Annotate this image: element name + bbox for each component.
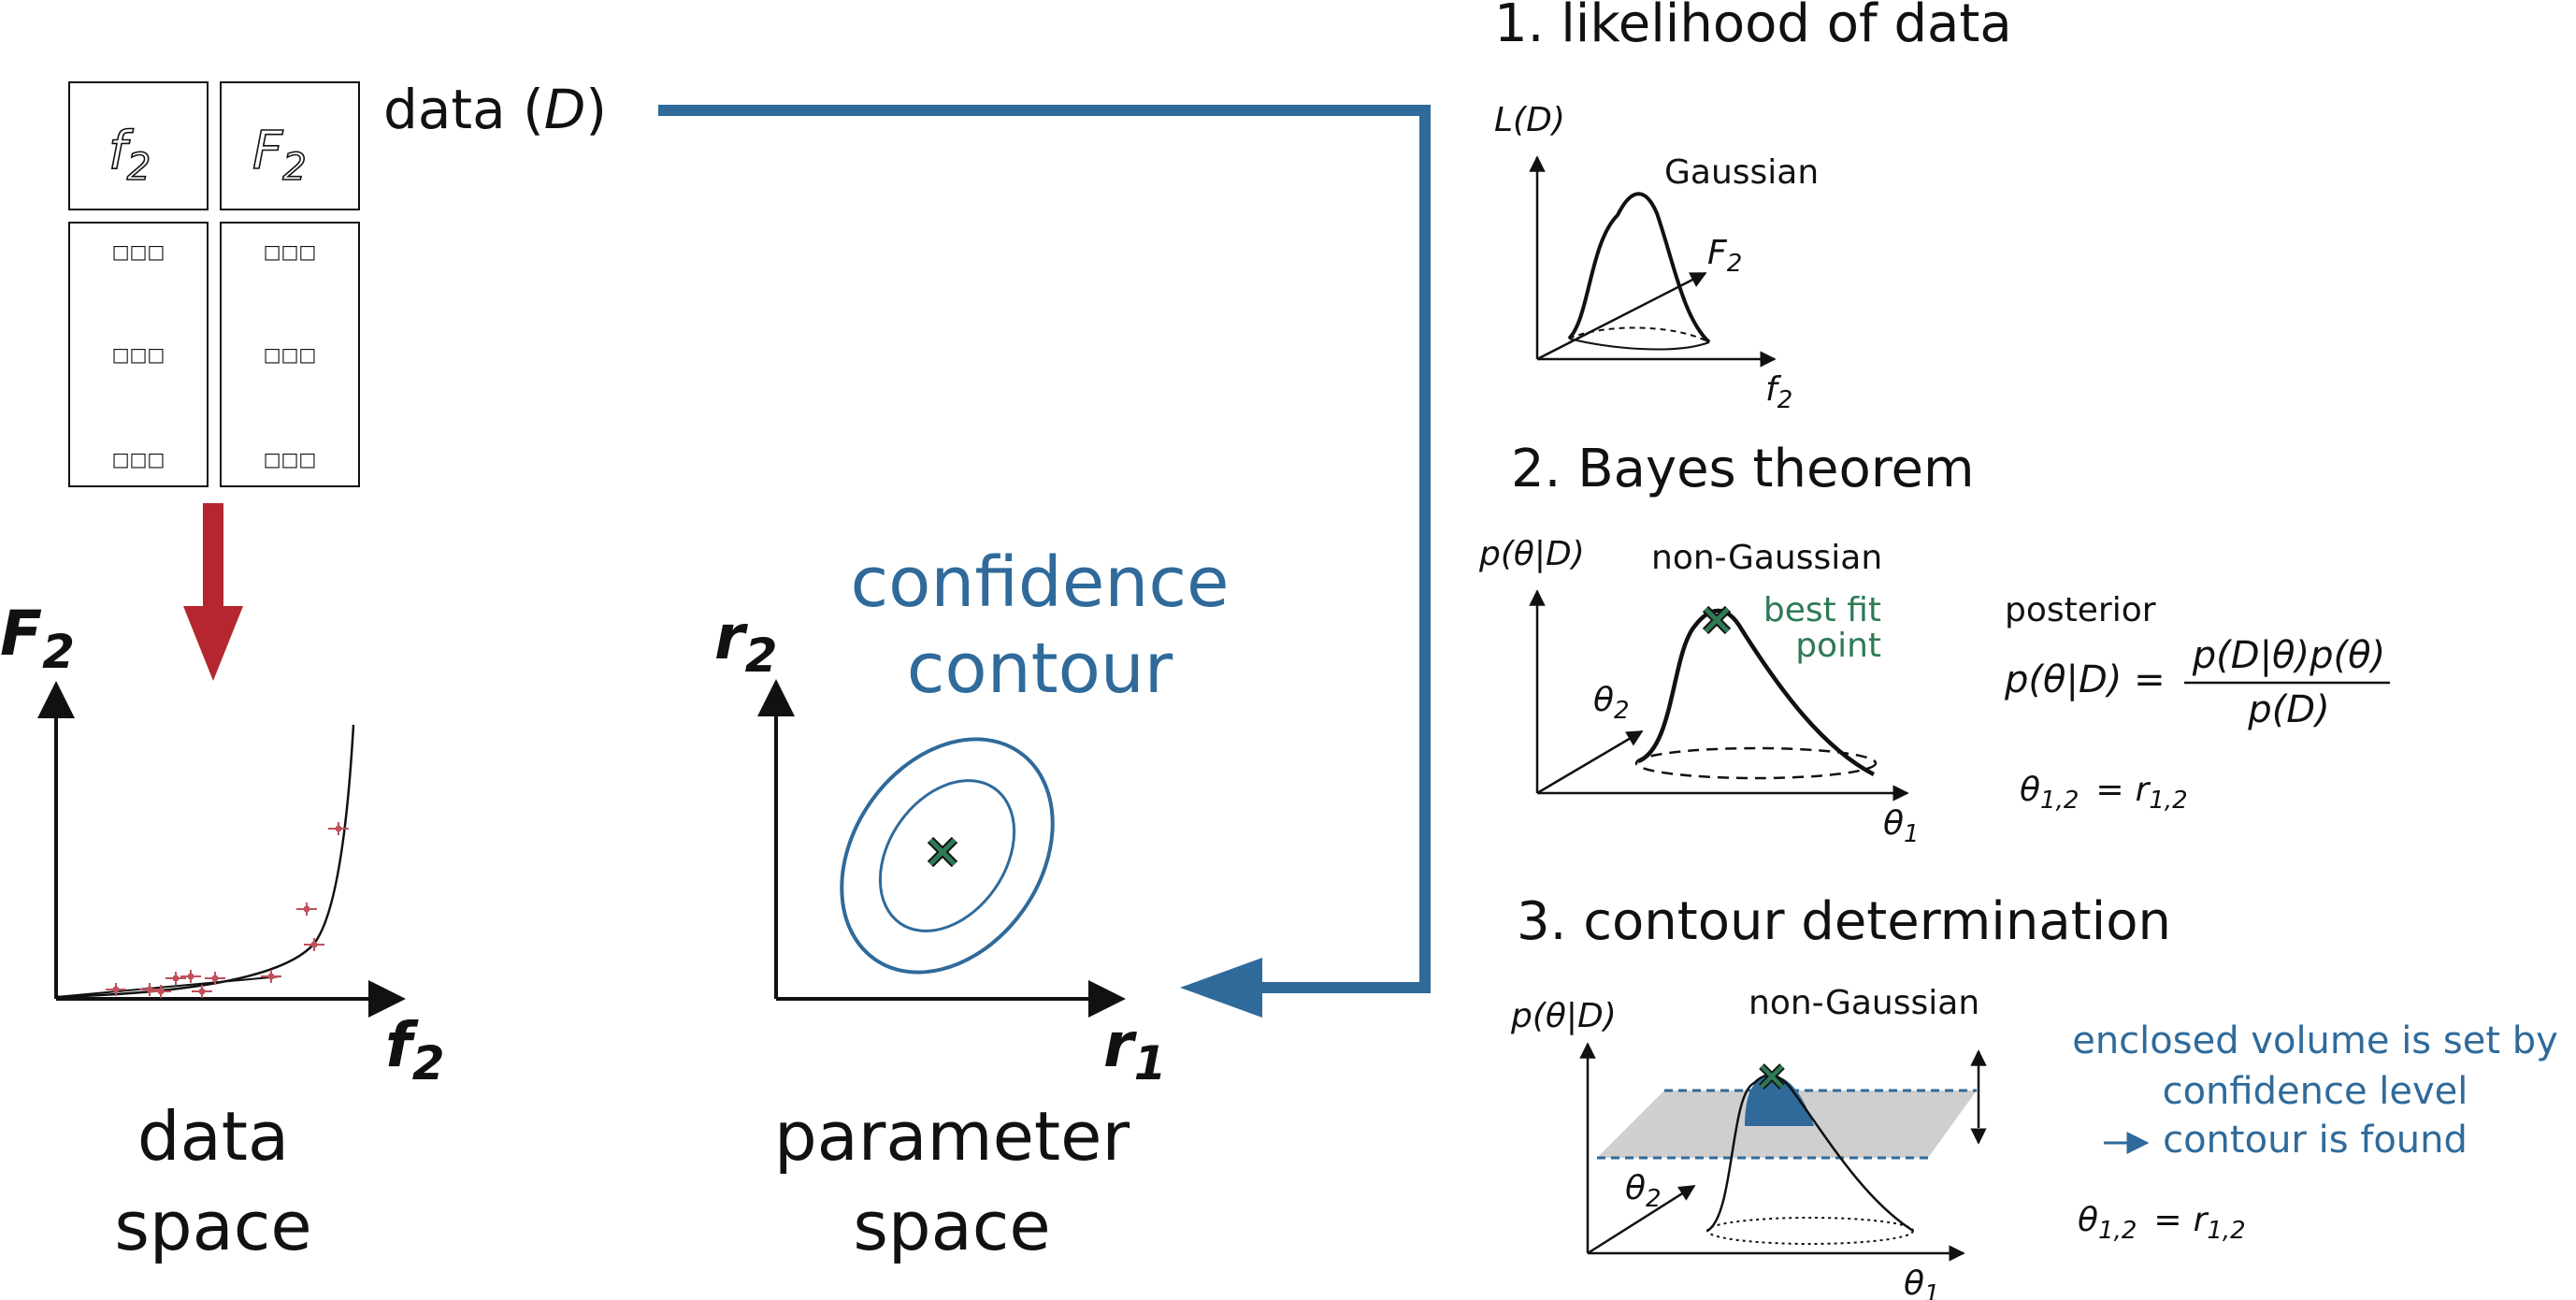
table-cell-dots: □□□ [112, 343, 165, 366]
step3-note: confidence level [2163, 1070, 2468, 1113]
step2-x-label: θ1 [1883, 804, 1920, 848]
table-column-F2 [220, 222, 360, 487]
best-fit-label: point [1795, 627, 1881, 665]
table-column-f2 [68, 222, 209, 487]
fit-curve [55, 724, 355, 999]
step1-depth-axis [1536, 271, 1707, 361]
table-cell-dots: □□□ [112, 448, 165, 470]
data-space-plot: F2 f2 [0, 598, 445, 1091]
scatter-point [165, 972, 186, 985]
step1-peak-label: Gaussian [1664, 153, 1819, 192]
best-fit-x-icon [1702, 605, 1732, 635]
scatter-point [180, 970, 201, 983]
data-flow-arrowhead [1180, 958, 1262, 1018]
step3-x-label: θ1 [1904, 1264, 1940, 1300]
confidence-contour-title: confidence [850, 542, 1229, 623]
x-mark-icon [927, 836, 958, 868]
posterior-formula-denominator: p(D) [2247, 688, 2329, 731]
step1-y-label: L(D) [1494, 101, 1565, 139]
data-space-y-label: F2 [0, 598, 75, 679]
scatter-point [296, 903, 317, 916]
confidence-plane-edge [1597, 1089, 1977, 1160]
posterior-formula-lhs: p(θ|D) = [2004, 658, 2166, 701]
step3-contour: 3. contour determination p(θ|D) non-Gaus… [1510, 891, 2558, 1300]
step1-base-front [1568, 338, 1710, 351]
gaussian-curve [1567, 192, 1711, 344]
step2-base-contour [1634, 746, 1878, 780]
step3-depth-label: θ2 [1625, 1169, 1662, 1213]
posterior-label: posterior [2005, 591, 2156, 629]
scatter-point [261, 970, 281, 983]
inner-confidence-contour [878, 779, 1016, 932]
step3-y-label: p(θ|D) [1510, 997, 1617, 1035]
step1-depth-label: F2 [1707, 234, 1742, 278]
scatter-points [106, 822, 349, 998]
transform-arrow-shaft [203, 503, 223, 615]
confidence-contour-title: contour [907, 628, 1173, 709]
parameter-y-label: r2 [714, 601, 777, 683]
scatter-point [151, 985, 171, 998]
step3-relation: θ1,2 = r1,2 [2078, 1201, 2246, 1245]
table-cell-dots: □□□ [264, 343, 317, 366]
step2-depth-label: θ2 [1593, 681, 1630, 725]
best-fit-x-icon [1759, 1063, 1785, 1090]
step2-peak-label: non-Gaussian [1651, 539, 1882, 577]
step2-title: 2. Bayes theorem [1511, 439, 1975, 499]
data-label: data (D) [383, 78, 607, 141]
table-header-cell-F2 [220, 81, 360, 210]
step2-bayes: 2. Bayes theorem p(θ|D) non-Gaussian bes… [1478, 439, 2390, 848]
scatter-point [205, 972, 225, 985]
step3-peak-label: non-Gaussian [1749, 984, 1979, 1022]
enclosed-volume [1745, 1076, 1814, 1126]
step2-depth-axis [1536, 729, 1644, 795]
step1-base-back [1568, 326, 1710, 343]
table-cell-dots: □□□ [264, 240, 317, 263]
data-space-x-label: f2 [385, 1009, 445, 1091]
scatter-point [192, 985, 212, 998]
scatter-point [106, 983, 126, 996]
step1-title: 1. likelihood of data [1494, 0, 2012, 54]
data-space-caption: space [114, 1187, 311, 1265]
table-header-cell-f2 [68, 81, 209, 210]
step1-x-label: f2 [1765, 370, 1792, 414]
step3-title: 3. contour determination [1517, 891, 2171, 952]
best-fit-label: best fit [1763, 591, 1881, 629]
scatter-point [304, 938, 324, 951]
step3-depth-axis [1587, 1184, 1696, 1255]
table-cell-dots: □□□ [264, 448, 317, 470]
step1-likelihood: 1. likelihood of data L(D) Gaussian F2 f… [1494, 0, 2012, 414]
step3-base-contour [1706, 1217, 1914, 1245]
step2-relation: θ1,2 = r1,2 [2020, 771, 2188, 815]
data-flow-connector [658, 105, 1431, 993]
step2-y-label: p(θ|D) [1478, 535, 1585, 573]
step3-note: contour is found [2163, 1119, 2468, 1162]
scatter-point [328, 822, 349, 835]
parameter-space-plot: confidence contour r2 r1 [714, 542, 1230, 1091]
parameter-space-caption: space [853, 1187, 1050, 1265]
table-cell-dots: □□□ [112, 240, 165, 263]
table-header-F2: F2 [252, 121, 307, 189]
linear-trend-line [55, 975, 281, 998]
transform-arrow-head [183, 606, 243, 681]
table-header-f2: f2 [108, 121, 151, 189]
scatter-point [139, 983, 160, 996]
parameter-x-label: r1 [1103, 1009, 1166, 1091]
data-table: f2 F2 □□□ □□□ □□□ □□□ □□□ □□□ [68, 81, 360, 487]
outer-confidence-contour [840, 737, 1055, 975]
posterior-formula-numerator: p(D|θ)p(θ) [2192, 634, 2385, 677]
data-space-caption: data [137, 1097, 289, 1176]
parameter-space-caption: parameter [774, 1097, 1130, 1176]
step3-note: enclosed volume is set by [2072, 1019, 2558, 1062]
